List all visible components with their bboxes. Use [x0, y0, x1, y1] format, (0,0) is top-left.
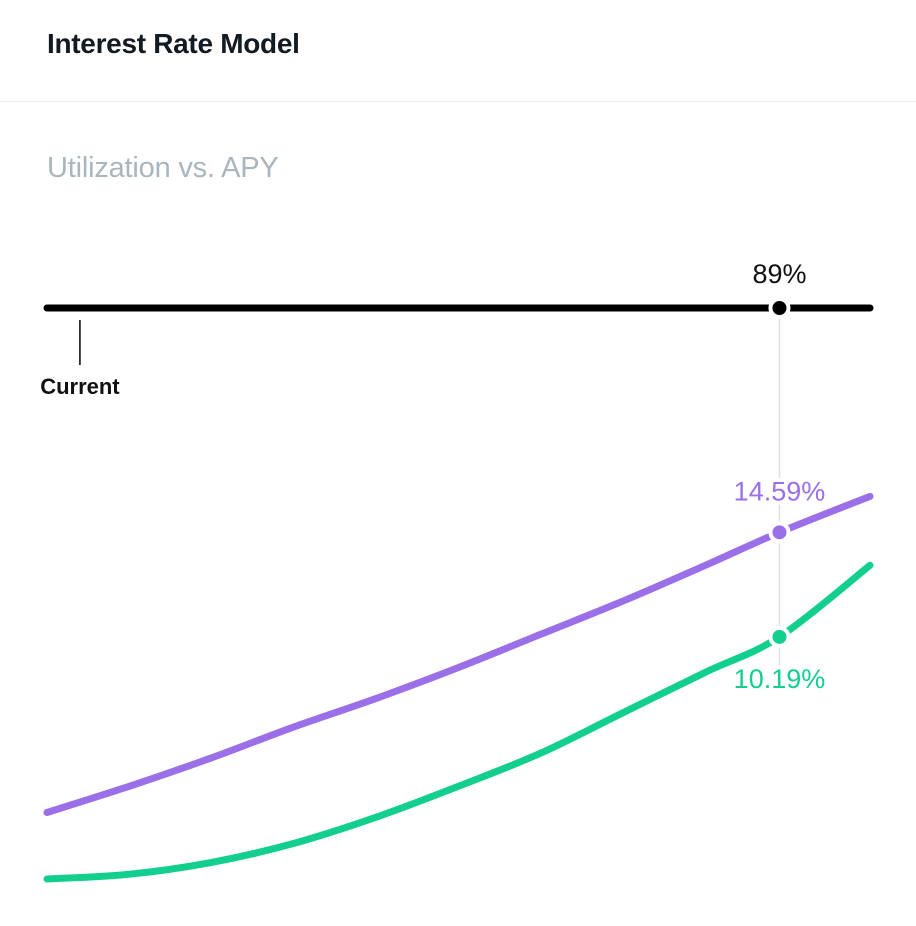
series-point-label-borrow: 14.59% [734, 476, 826, 506]
series-point-borrow [768, 521, 791, 544]
utilization-handle[interactable] [768, 297, 791, 319]
current-label: Current [40, 374, 120, 399]
series-line-supply [43, 561, 874, 883]
card-header: Interest Rate Model [0, 0, 916, 102]
chart-title: Utilization vs. APY [47, 152, 279, 184]
card-title: Interest Rate Model [47, 28, 300, 59]
series-line-borrow [43, 492, 874, 816]
selected-utilization-label: 89% [752, 259, 806, 289]
series-point-supply [768, 625, 791, 648]
series-point-label-supply: 10.19% [734, 664, 826, 694]
